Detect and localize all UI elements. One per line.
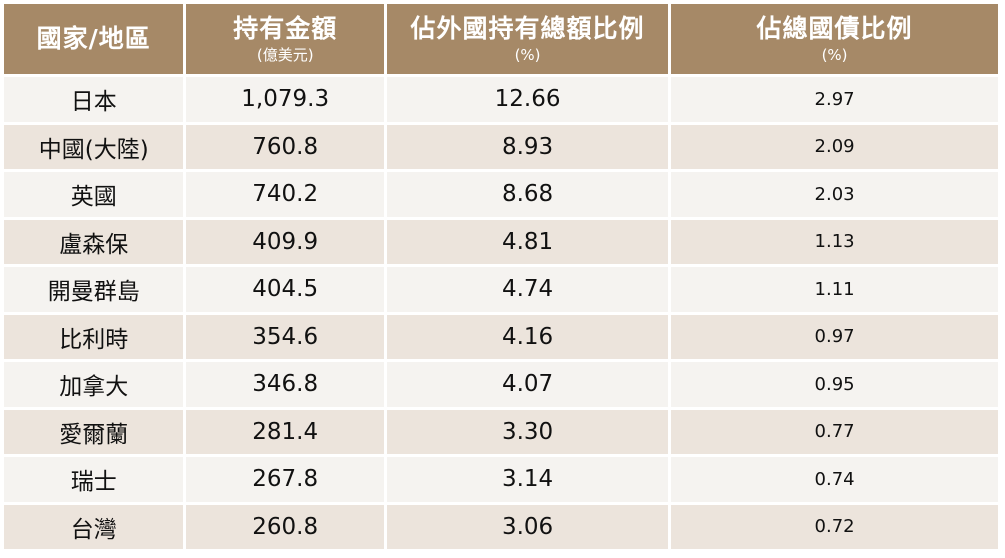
header-share-foreign: 佔外國持有總額比例 (%) — [386, 4, 669, 74]
table-row: 愛爾蘭 281.4 3.30 0.77 — [4, 409, 998, 454]
header-share-total-label: 佔總國債比例 — [756, 13, 913, 43]
cell-holdings: 740.2 — [186, 172, 384, 217]
cell-country: 開曼群島 — [4, 267, 184, 312]
cell-share-total: 0.97 — [671, 314, 998, 359]
cell-country: 愛爾蘭 — [4, 409, 184, 454]
table-row: 日本 1,079.3 12.66 2.97 — [4, 77, 998, 122]
cell-share-total: 2.09 — [671, 124, 998, 169]
cell-share-foreign: 4.16 — [386, 314, 669, 359]
table-row: 加拿大 346.8 4.07 0.95 — [4, 362, 998, 407]
cell-share-foreign: 8.93 — [386, 124, 669, 169]
table-row: 開曼群島 404.5 4.74 1.11 — [4, 267, 998, 312]
cell-share-foreign: 3.30 — [386, 409, 669, 454]
cell-country: 英國 — [4, 172, 184, 217]
cell-share-total: 1.13 — [671, 219, 998, 264]
cell-share-foreign: 8.68 — [386, 172, 669, 217]
cell-share-foreign: 4.07 — [386, 362, 669, 407]
header-holdings: 持有金額 (億美元) — [186, 4, 384, 74]
cell-share-foreign: 3.14 — [386, 457, 669, 502]
cell-share-foreign: 4.74 — [386, 267, 669, 312]
cell-holdings: 267.8 — [186, 457, 384, 502]
table-row: 比利時 354.6 4.16 0.97 — [4, 314, 998, 359]
cell-share-total: 0.77 — [671, 409, 998, 454]
cell-share-total: 2.03 — [671, 172, 998, 217]
header-share-foreign-label: 佔外國持有總額比例 — [410, 13, 645, 43]
cell-share-total: 0.72 — [671, 504, 998, 549]
table-row: 台灣 260.8 3.06 0.72 — [4, 504, 998, 549]
holdings-table-container: 國家/地區 持有金額 (億美元) 佔外國持有總額比例 (%) 佔總國債比例 (%… — [4, 4, 1001, 552]
cell-country: 台灣 — [4, 504, 184, 549]
header-share-foreign-unit: (%) — [514, 45, 541, 64]
header-share-total: 佔總國債比例 (%) — [671, 4, 998, 74]
cell-share-foreign: 4.81 — [386, 219, 669, 264]
cell-share-foreign: 3.06 — [386, 504, 669, 549]
cell-share-total: 1.11 — [671, 267, 998, 312]
cell-holdings: 1,079.3 — [186, 77, 384, 122]
cell-country: 比利時 — [4, 314, 184, 359]
table-row: 中國(大陸) 760.8 8.93 2.09 — [4, 124, 998, 169]
cell-holdings: 346.8 — [186, 362, 384, 407]
table-row: 英國 740.2 8.68 2.03 — [4, 172, 998, 217]
table-row: 盧森保 409.9 4.81 1.13 — [4, 219, 998, 264]
table-body: 日本 1,079.3 12.66 2.97 中國(大陸) 760.8 8.93 … — [4, 77, 998, 549]
table-header: 國家/地區 持有金額 (億美元) 佔外國持有總額比例 (%) 佔總國債比例 (%… — [4, 4, 998, 74]
header-row: 國家/地區 持有金額 (億美元) 佔外國持有總額比例 (%) 佔總國債比例 (%… — [4, 4, 998, 74]
cell-country: 瑞士 — [4, 457, 184, 502]
cell-holdings: 354.6 — [186, 314, 384, 359]
header-country: 國家/地區 — [4, 4, 184, 74]
header-holdings-unit: (億美元) — [256, 45, 314, 64]
cell-country: 中國(大陸) — [4, 124, 184, 169]
table-row: 瑞士 267.8 3.14 0.74 — [4, 457, 998, 502]
cell-share-foreign: 12.66 — [386, 77, 669, 122]
cell-holdings: 404.5 — [186, 267, 384, 312]
cell-share-total: 0.95 — [671, 362, 998, 407]
cell-holdings: 409.9 — [186, 219, 384, 264]
cell-country: 加拿大 — [4, 362, 184, 407]
header-country-label: 國家/地區 — [36, 24, 151, 53]
cell-holdings: 760.8 — [186, 124, 384, 169]
cell-holdings: 281.4 — [186, 409, 384, 454]
cell-holdings: 260.8 — [186, 504, 384, 549]
cell-share-total: 2.97 — [671, 77, 998, 122]
cell-share-total: 0.74 — [671, 457, 998, 502]
header-holdings-label: 持有金額 — [233, 13, 338, 43]
cell-country: 盧森保 — [4, 219, 184, 264]
header-share-total-unit: (%) — [821, 45, 848, 64]
cell-country: 日本 — [4, 77, 184, 122]
